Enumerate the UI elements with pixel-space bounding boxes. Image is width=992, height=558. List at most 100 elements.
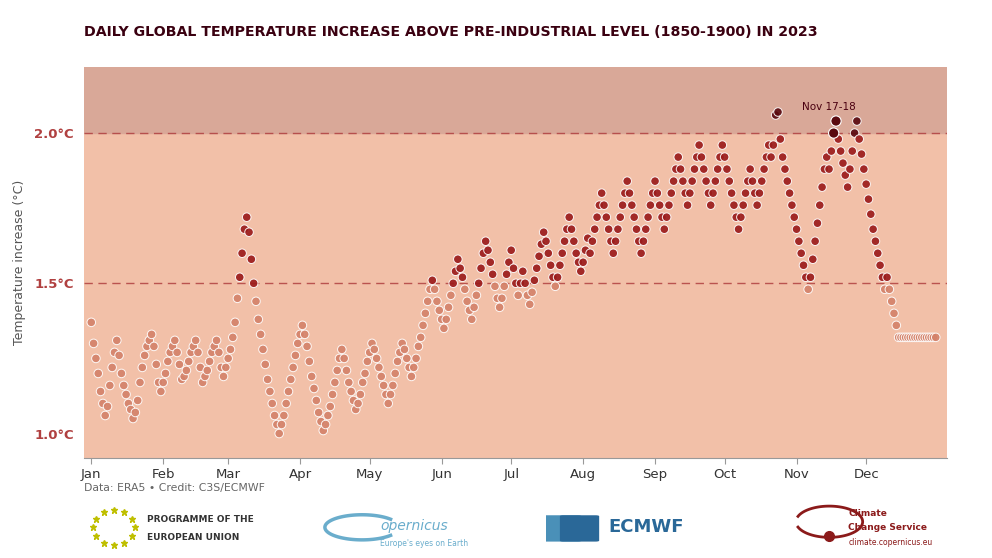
Point (404, 372, 420, 381)
Point (584, 237, 600, 246)
Point (464, 315, 480, 324)
Point (496, 282, 512, 291)
Point (828, 117, 844, 126)
Point (297, 330, 312, 339)
Point (610, 225, 626, 234)
Point (684, 177, 700, 186)
Point (749, 201, 765, 210)
Point (816, 165, 832, 174)
Point (199, 366, 215, 375)
Point (436, 324, 452, 333)
Point (163, 348, 179, 357)
Point (893, 333, 909, 342)
Point (281, 387, 297, 396)
Point (156, 378, 172, 387)
Point (293, 330, 309, 339)
Point (561, 213, 577, 222)
Point (427, 285, 442, 294)
Point (106, 348, 122, 357)
Point (475, 249, 491, 258)
Point (759, 153, 775, 162)
Point (527, 276, 543, 285)
Point (127, 408, 143, 417)
Point (777, 165, 793, 174)
Point (643, 201, 659, 210)
Point (766, 141, 782, 150)
Text: Data: ERA5 • Credit: C3S/ECMWF: Data: ERA5 • Credit: C3S/ECMWF (84, 483, 265, 493)
Point (529, 264, 545, 273)
Point (397, 345, 413, 354)
Point (896, 333, 912, 342)
Point (520, 291, 536, 300)
Point (248, 297, 264, 306)
Point (868, 237, 884, 246)
Point (821, 165, 837, 174)
Point (262, 387, 278, 396)
Point (478, 237, 494, 246)
Point (652, 201, 668, 210)
Point (158, 369, 174, 378)
Point (139, 342, 155, 351)
Point (671, 153, 686, 162)
Point (434, 315, 449, 324)
Point (187, 336, 203, 345)
Point (177, 372, 192, 381)
Point (309, 396, 324, 405)
Point (682, 189, 697, 198)
Point (276, 411, 292, 420)
Point (756, 165, 772, 174)
Point (570, 258, 586, 267)
Point (605, 249, 621, 258)
Point (181, 357, 196, 366)
Point (373, 372, 389, 381)
Point (153, 387, 169, 396)
Point (111, 351, 127, 360)
Point (92, 387, 108, 396)
Point (832, 147, 848, 156)
Point (99, 402, 115, 411)
Point (149, 360, 165, 369)
Point (700, 189, 716, 198)
Point (773, 134, 789, 143)
Point (921, 333, 936, 342)
Point (317, 420, 333, 429)
Point (860, 195, 876, 204)
Text: ECMWF: ECMWF (608, 518, 683, 536)
Text: Change Service: Change Service (848, 523, 928, 532)
Point (376, 381, 392, 390)
Point (688, 153, 704, 162)
Point (903, 333, 919, 342)
Point (418, 309, 434, 318)
Point (170, 348, 186, 357)
Point (733, 213, 749, 222)
Point (828, 117, 844, 126)
Point (134, 363, 150, 372)
Point (898, 333, 914, 342)
Point (513, 279, 529, 288)
Point (835, 158, 851, 167)
Point (629, 225, 645, 234)
Point (406, 363, 422, 372)
Point (429, 297, 444, 306)
Point (440, 303, 456, 312)
Point (243, 255, 259, 264)
Point (378, 390, 394, 399)
Point (167, 336, 183, 345)
Point (889, 321, 905, 330)
Point (853, 150, 869, 158)
Point (288, 351, 304, 360)
Point (492, 303, 508, 312)
Point (577, 246, 593, 254)
Point (555, 249, 570, 258)
Point (399, 354, 415, 363)
Point (201, 357, 217, 366)
Point (415, 321, 431, 330)
Point (322, 402, 338, 411)
Point (796, 261, 811, 270)
Point (151, 378, 167, 387)
Point (283, 375, 299, 384)
Point (137, 351, 153, 360)
Point (770, 108, 786, 117)
Point (598, 213, 614, 222)
Point (624, 201, 640, 210)
